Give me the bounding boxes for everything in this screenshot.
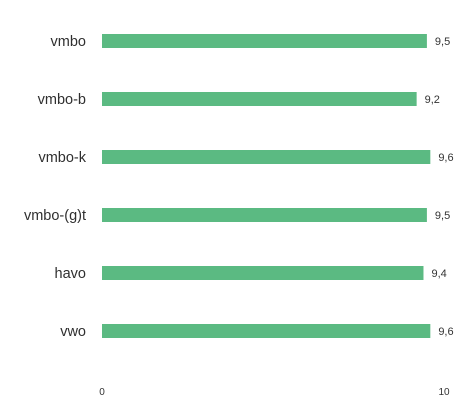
value-labels: 9,5 9,2 9,6 9,5 9,4 9,6 xyxy=(425,36,454,338)
bar-1 xyxy=(102,92,417,106)
bar-3 xyxy=(102,208,427,222)
category-label-1: vmbo-b xyxy=(38,92,86,108)
value-label-4: 9,4 xyxy=(431,268,446,280)
bar-4 xyxy=(102,266,424,280)
category-label-4: havo xyxy=(55,266,86,282)
category-label-5: vwo xyxy=(60,324,86,340)
x-tick-label-0: 0 xyxy=(99,387,105,398)
bar-0 xyxy=(102,34,427,48)
bars-group xyxy=(102,34,431,338)
x-tick-label-1: 10 xyxy=(438,387,450,398)
x-axis-ticks: 0 10 xyxy=(99,387,450,398)
bar-2 xyxy=(102,150,431,164)
bar-5 xyxy=(102,324,431,338)
value-label-0: 9,5 xyxy=(435,36,450,48)
category-label-2: vmbo-k xyxy=(38,150,86,166)
value-label-3: 9,5 xyxy=(435,210,450,222)
category-label-0: vmbo xyxy=(51,34,86,50)
category-label-3: vmbo-(g)t xyxy=(24,208,86,224)
value-label-5: 9,6 xyxy=(438,326,453,338)
value-label-1: 9,2 xyxy=(425,94,440,106)
value-label-2: 9,6 xyxy=(438,152,453,164)
category-labels: vmbo vmbo-b vmbo-k vmbo-(g)t havo vwo xyxy=(24,34,87,340)
